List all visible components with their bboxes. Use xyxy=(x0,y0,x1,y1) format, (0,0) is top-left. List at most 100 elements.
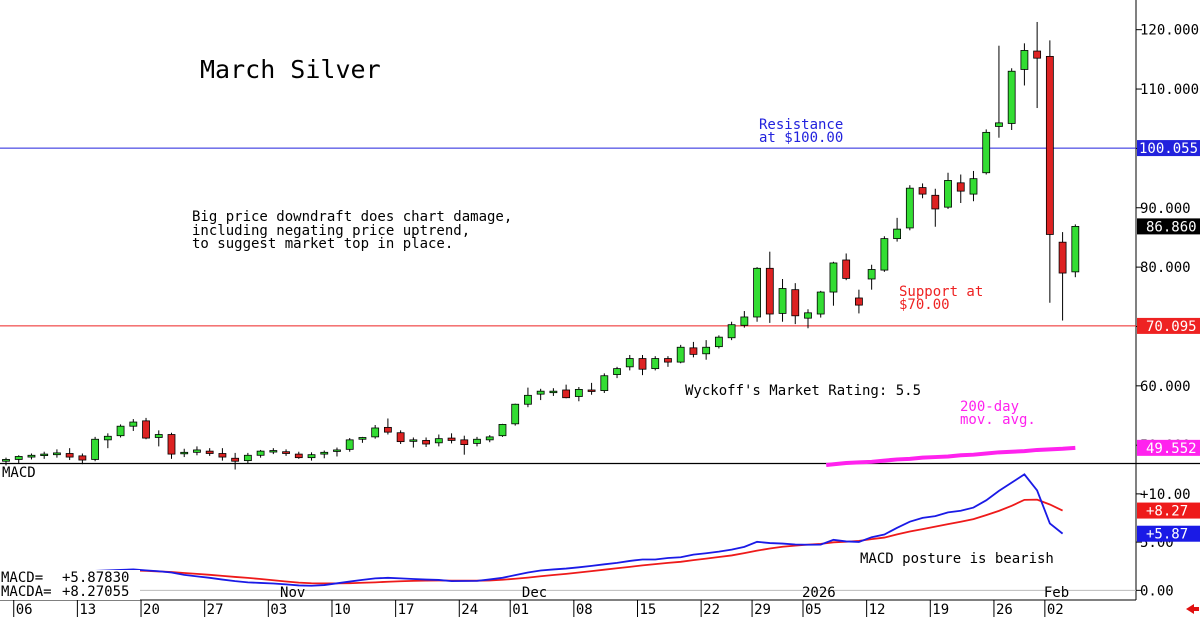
candle-body xyxy=(473,438,481,444)
market-rating: Wyckoff's Market Rating: 5.5 xyxy=(685,383,921,399)
candle-body xyxy=(638,358,647,370)
candle-body xyxy=(651,358,660,370)
chart-title: March Silver xyxy=(200,55,381,84)
macd-tick-label: +10.00 xyxy=(1140,487,1191,503)
candle-body xyxy=(855,297,863,306)
candle-body xyxy=(320,451,329,455)
candle-body xyxy=(307,454,316,459)
candle-body xyxy=(256,450,265,456)
macd-readout-value: +5.87830 xyxy=(62,570,129,586)
candle-body xyxy=(956,182,965,192)
price-tick-label: 110.000 xyxy=(1140,82,1199,98)
candle-body xyxy=(243,454,252,462)
moving-average-label-line2: mov. avg. xyxy=(960,412,1036,428)
candle-body xyxy=(14,456,23,460)
candle-body xyxy=(880,238,889,271)
candle-body xyxy=(409,439,418,442)
candle-body xyxy=(778,288,787,314)
macd-axis: 0.005.00+10.00 xyxy=(0,487,1191,599)
candle-body xyxy=(511,403,520,425)
candle-body xyxy=(1033,50,1042,59)
candle-body xyxy=(918,187,927,195)
macda-line xyxy=(5,498,1063,585)
period-label: Nov xyxy=(280,585,305,601)
candle-body xyxy=(142,420,150,439)
moving-average-label-line1: 200-day xyxy=(960,399,1019,415)
resistance-badge-bg xyxy=(1137,140,1200,157)
candle-body xyxy=(333,449,341,452)
candle-body xyxy=(524,394,532,405)
candle-body xyxy=(180,451,189,455)
candle-body xyxy=(294,453,303,459)
candle-body xyxy=(358,437,367,440)
candle-body xyxy=(536,390,545,395)
candle-body xyxy=(842,259,851,279)
last-price-badge-bg xyxy=(1137,218,1200,235)
moving-average-line xyxy=(825,445,1076,467)
candle-body xyxy=(714,336,723,348)
macda-readout-name: MACDA= xyxy=(1,584,52,600)
candle-body xyxy=(1007,70,1016,124)
moving-average-badge-bg xyxy=(1137,439,1200,456)
candle-body xyxy=(995,122,1003,127)
candle-body xyxy=(804,312,812,319)
candle-body xyxy=(167,434,176,455)
macd-tick-label: 0.00 xyxy=(1140,583,1174,599)
candle-body xyxy=(91,438,100,460)
candle-body xyxy=(65,453,74,458)
candle-body xyxy=(969,178,978,195)
price-tick-label: 60.000 xyxy=(1140,379,1191,395)
candle-body xyxy=(498,424,507,437)
macd-badge-bg xyxy=(1137,525,1200,542)
candle-body xyxy=(282,451,290,454)
macd-panel-label: MACD xyxy=(2,465,36,481)
candle-body xyxy=(154,434,163,438)
candle-body xyxy=(613,368,621,375)
candle-body xyxy=(587,389,596,392)
candle-body xyxy=(218,453,227,458)
date-tick-label: 17 xyxy=(398,602,415,617)
resistance-label-line2: at $100.00 xyxy=(759,130,843,146)
candle-body xyxy=(944,180,952,208)
macd-readout-name: MACD= xyxy=(1,570,43,586)
candle-body xyxy=(664,358,672,363)
candle-body xyxy=(549,390,558,394)
candle-body xyxy=(447,437,456,441)
resistance-badge: 100.055 xyxy=(1139,141,1198,157)
candle-body xyxy=(867,269,876,280)
price-tick-label: 90.000 xyxy=(1140,201,1191,217)
support-badge: 70.095 xyxy=(1146,319,1197,335)
last-price-badge: 86.860 xyxy=(1146,219,1197,235)
candle-body xyxy=(753,267,761,318)
commentary-line1: Big price downdraft does chart damage, xyxy=(192,209,512,225)
date-tick-label: 02 xyxy=(1047,602,1064,617)
date-tick-label: 03 xyxy=(270,602,287,617)
candle-body xyxy=(383,426,392,433)
date-tick-label: 26 xyxy=(996,602,1013,617)
macd-comment: MACD posture is bearish xyxy=(860,551,1054,567)
resistance-label-line1: Resistance xyxy=(759,117,843,133)
macda-readout-value: +8.27055 xyxy=(62,584,129,600)
date-tick-label: 13 xyxy=(79,602,96,617)
date-tick-label: 20 xyxy=(143,602,160,617)
date-tick-label: 29 xyxy=(754,602,771,617)
candle-body xyxy=(460,439,469,445)
candle-body xyxy=(129,421,138,427)
scroll-arrow-icon[interactable] xyxy=(1186,604,1199,614)
candle-body xyxy=(205,450,214,454)
macd-readout-box xyxy=(0,570,140,600)
date-axis: 06 13 20 27 03 10 17 24 01 08 15 22 29 05 12 19 26 02 Nov D… xyxy=(13,585,1069,617)
price-tick-label: 120.000 xyxy=(1140,23,1199,39)
candle-body xyxy=(1058,241,1067,274)
candle-body xyxy=(116,425,125,437)
candle-body xyxy=(625,358,634,368)
date-tick-label: 12 xyxy=(869,602,886,617)
date-tick-label: 10 xyxy=(334,602,351,617)
candle-body xyxy=(931,194,940,210)
commentary-line2: including negating price uptrend, xyxy=(192,223,470,239)
candle-body xyxy=(574,388,583,397)
candle-body xyxy=(791,289,800,317)
date-tick-label: 15 xyxy=(640,602,657,617)
